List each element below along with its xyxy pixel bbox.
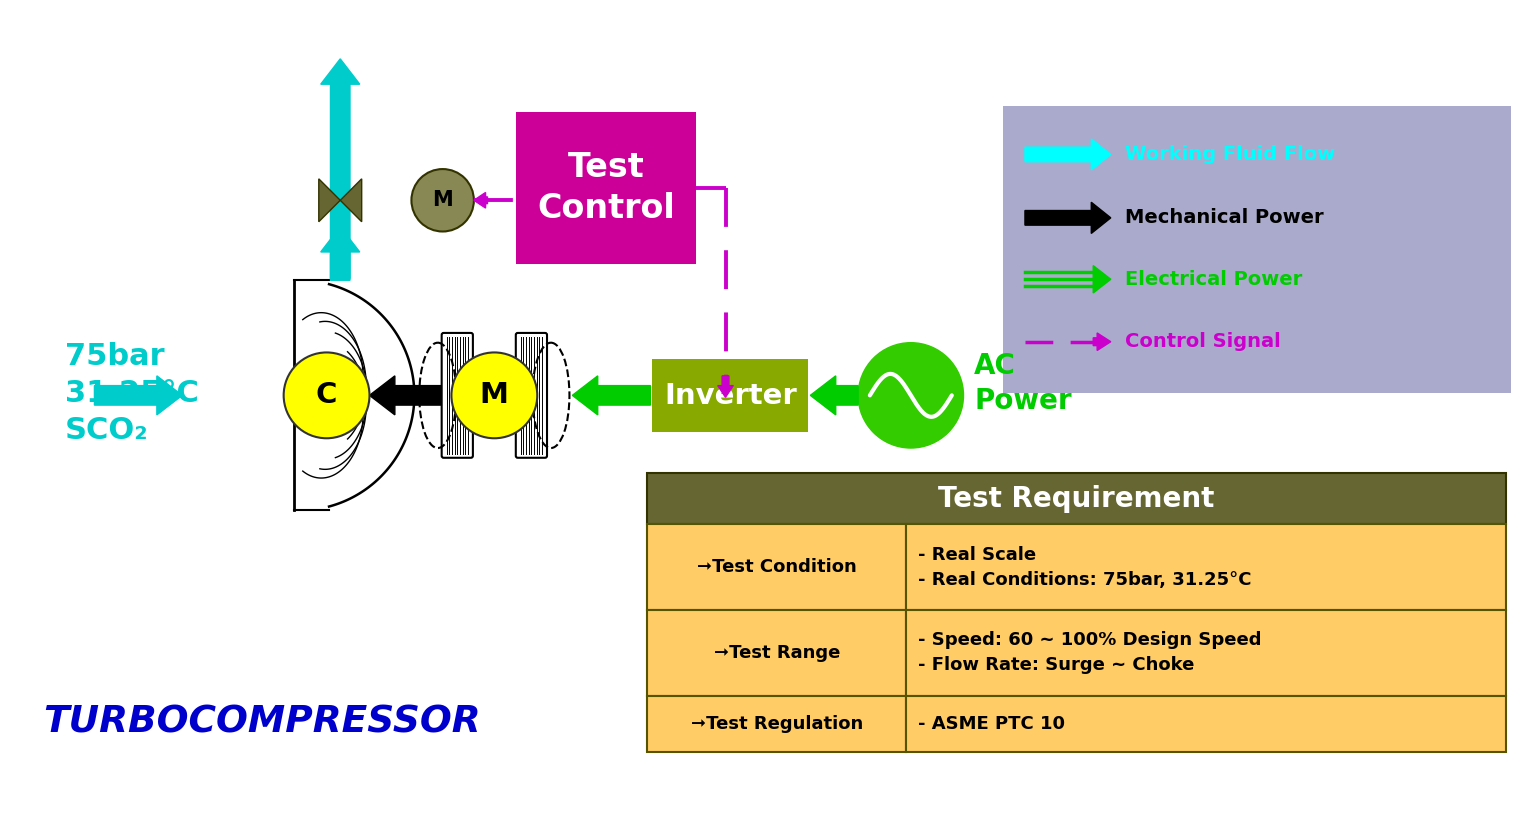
Polygon shape <box>1094 265 1110 293</box>
FancyBboxPatch shape <box>647 524 906 610</box>
FancyBboxPatch shape <box>647 610 906 696</box>
Text: ➞Test Condition: ➞Test Condition <box>697 558 857 576</box>
FancyBboxPatch shape <box>441 333 472 458</box>
Polygon shape <box>321 227 360 280</box>
Text: TURBOCOMPRESSOR: TURBOCOMPRESSOR <box>43 704 481 740</box>
Polygon shape <box>572 376 651 415</box>
Text: Electrical Power: Electrical Power <box>1126 269 1303 289</box>
Text: - Speed: 60 ~ 100% Design Speed
- Flow Rate: Surge ~ Choke: - Speed: 60 ~ 100% Design Speed - Flow R… <box>918 631 1261 674</box>
Circle shape <box>412 169 474 232</box>
Text: - Real Scale
- Real Conditions: 75bar, 31.25°C: - Real Scale - Real Conditions: 75bar, 3… <box>918 545 1250 589</box>
FancyBboxPatch shape <box>906 696 1506 753</box>
Polygon shape <box>811 376 858 415</box>
Text: M: M <box>480 382 509 410</box>
Polygon shape <box>1024 139 1110 170</box>
FancyBboxPatch shape <box>647 696 906 753</box>
Text: ➞Test Regulation: ➞Test Regulation <box>691 715 863 733</box>
Polygon shape <box>321 59 360 278</box>
Circle shape <box>858 342 963 448</box>
Polygon shape <box>94 376 181 415</box>
Text: C: C <box>315 382 337 410</box>
Text: ➞Test Range: ➞Test Range <box>714 644 840 662</box>
Text: M: M <box>432 190 454 210</box>
Polygon shape <box>340 179 361 222</box>
Text: AC
Power: AC Power <box>974 352 1072 415</box>
FancyBboxPatch shape <box>647 473 1506 524</box>
Polygon shape <box>718 376 734 397</box>
Circle shape <box>283 352 369 438</box>
FancyBboxPatch shape <box>515 112 697 264</box>
FancyBboxPatch shape <box>906 524 1506 610</box>
Text: Test Requirement: Test Requirement <box>938 485 1215 513</box>
FancyBboxPatch shape <box>515 333 548 458</box>
Text: - ASME PTC 10: - ASME PTC 10 <box>918 715 1064 733</box>
FancyBboxPatch shape <box>652 360 809 432</box>
Text: Test
Control: Test Control <box>537 152 675 225</box>
Circle shape <box>452 352 537 438</box>
Polygon shape <box>1094 333 1110 351</box>
Polygon shape <box>474 192 488 208</box>
Text: Working Fluid Flow: Working Fluid Flow <box>1126 145 1335 164</box>
Polygon shape <box>369 376 441 415</box>
Polygon shape <box>1024 202 1110 233</box>
Text: Inverter: Inverter <box>664 382 797 410</box>
FancyBboxPatch shape <box>906 610 1506 696</box>
FancyBboxPatch shape <box>1003 106 1510 393</box>
Text: Control Signal: Control Signal <box>1126 333 1281 351</box>
Text: 75bar
31.25°C
SCO₂: 75bar 31.25°C SCO₂ <box>65 342 198 445</box>
Polygon shape <box>318 179 340 222</box>
Text: Mechanical Power: Mechanical Power <box>1126 208 1324 228</box>
